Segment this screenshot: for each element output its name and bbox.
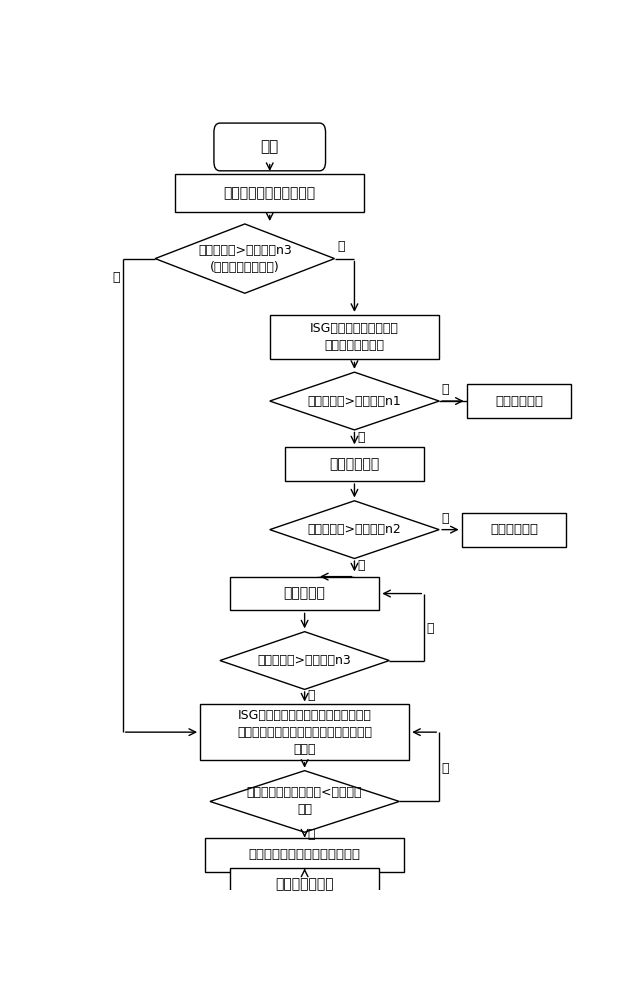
Text: 是: 是 (113, 271, 120, 284)
Text: 否: 否 (427, 622, 434, 635)
Text: ISG采用转速控制，跟随主电机转速。
发动机控制为油门控制，并给定合适的油
门值，: ISG采用转速控制，跟随主电机转速。 发动机控制为油门控制，并给定合适的油 门值… (237, 709, 372, 756)
Polygon shape (220, 632, 390, 689)
Text: 发动机转速>设定转速n3: 发动机转速>设定转速n3 (258, 654, 352, 667)
Text: ISG采用转速控制，目标
转速为主电机转速: ISG采用转速控制，目标 转速为主电机转速 (310, 322, 399, 352)
Text: 否: 否 (337, 240, 345, 253)
Text: 是: 是 (307, 828, 314, 841)
Polygon shape (270, 501, 439, 559)
Text: 发动机不点火: 发动机不点火 (490, 523, 538, 536)
Text: 发动机转速>设定转速n1: 发动机转速>设定转速n1 (307, 395, 401, 408)
Text: 满足车辆可进入并联条件: 满足车辆可进入并联条件 (224, 186, 316, 200)
Text: 发动机和主电机转速差<设定转速
差值: 发动机和主电机转速差<设定转速 差值 (247, 786, 363, 816)
Bar (462, 513, 566, 547)
Text: 给发动机供气: 给发动机供气 (329, 457, 379, 471)
Text: 离合器结合，车辆进入并联模式: 离合器结合，车辆进入并联模式 (249, 848, 361, 861)
Bar (200, 704, 410, 760)
Text: 发动机转速>设定转速n2: 发动机转速>设定转速n2 (307, 523, 401, 536)
FancyBboxPatch shape (214, 123, 325, 171)
Polygon shape (270, 372, 439, 430)
Bar (285, 447, 424, 481)
Bar (467, 384, 571, 418)
Bar (230, 577, 379, 610)
Text: 发动机不供气: 发动机不供气 (495, 395, 543, 408)
Text: 否: 否 (442, 762, 449, 775)
Text: 发动机转速>设定转速n3
(发动机已完成起机): 发动机转速>设定转速n3 (发动机已完成起机) (198, 244, 292, 274)
Bar (270, 315, 439, 359)
Text: 否: 否 (442, 512, 449, 525)
Text: 开始: 开始 (260, 139, 279, 154)
Text: 发动机点火: 发动机点火 (284, 587, 325, 601)
Polygon shape (155, 224, 334, 293)
Text: 是: 是 (357, 431, 365, 444)
Polygon shape (210, 771, 399, 832)
Bar (230, 868, 379, 899)
Text: 否: 否 (442, 383, 449, 396)
Text: 发动机参与驱动: 发动机参与驱动 (275, 877, 334, 891)
Text: 是: 是 (307, 689, 314, 702)
Bar (205, 838, 404, 872)
Text: 是: 是 (357, 559, 365, 572)
Bar (175, 174, 365, 212)
